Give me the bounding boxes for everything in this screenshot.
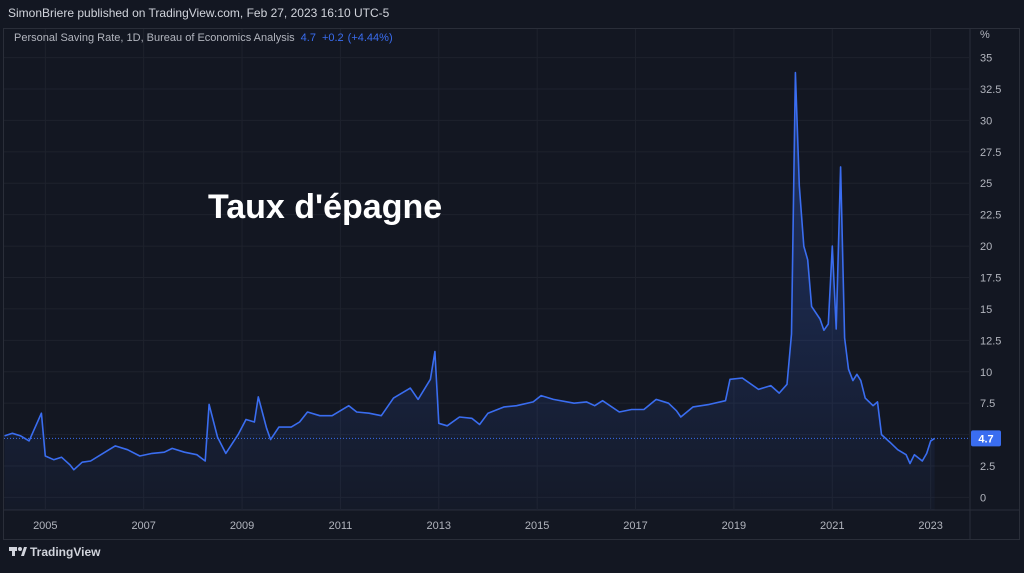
brand: TradingView	[30, 545, 101, 559]
y-unit: %	[980, 29, 990, 41]
x-tick-label: 2009	[230, 520, 254, 532]
y-tick-label: 27.5	[980, 147, 1001, 159]
legend-value: 4.7	[301, 32, 316, 44]
chart-frame	[3, 28, 1020, 540]
y-tick-label: 35	[980, 53, 992, 65]
x-tick-label: 2021	[820, 520, 844, 532]
y-tick-label: 2.5	[980, 461, 995, 473]
x-tick-label: 2005	[33, 520, 57, 532]
y-tick-label: 0	[980, 492, 986, 504]
y-tick-label: 20	[980, 241, 992, 253]
legend-title: Personal Saving Rate, 1D, Bureau of Econ…	[14, 32, 295, 44]
y-tick-label: 15	[980, 304, 992, 316]
last-value-box	[971, 430, 1001, 447]
x-tick-label: 2019	[722, 520, 746, 532]
x-tick-label: 2015	[525, 520, 549, 532]
price-line	[4, 71, 936, 471]
plot	[4, 71, 970, 510]
x-tick-label: 2023	[918, 520, 942, 532]
legend-change: +0.2	[322, 32, 344, 44]
y-tick-label: 22.5	[980, 210, 1001, 222]
legend-change-pct: (+4.44%)	[348, 32, 393, 44]
x-tick-label: 2011	[329, 520, 353, 532]
x-tick-label: 2007	[131, 520, 155, 532]
publisher: SimonBriere published on TradingView.com…	[8, 6, 390, 20]
area	[4, 72, 935, 510]
brand-logo	[9, 547, 27, 556]
x-tick-label: 2013	[427, 520, 451, 532]
y-tick-label: 25	[980, 178, 992, 190]
annotation: Taux d'épagne	[208, 188, 442, 226]
y-tick-label: 17.5	[980, 273, 1001, 285]
y-tick-label: 7.5	[980, 398, 995, 410]
last-value-label: 4.7	[978, 433, 993, 445]
y-tick-label: 10	[980, 367, 992, 379]
y-tick-label: 12.5	[980, 335, 1001, 347]
y-tick-label: 30	[980, 115, 992, 127]
y-tick-label: 32.5	[980, 84, 1001, 96]
x-tick-label: 2017	[623, 520, 647, 532]
